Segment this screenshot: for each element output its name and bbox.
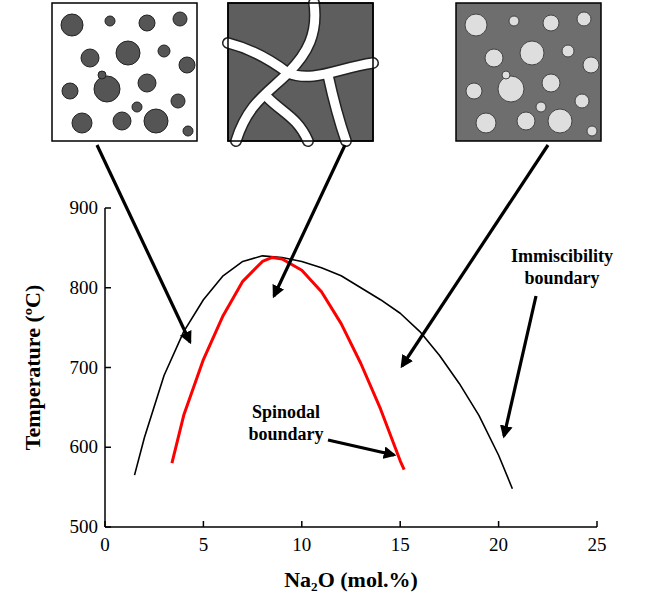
droplet [62,83,78,99]
curve-label-line: boundary [524,268,599,288]
channel-edge [288,3,315,73]
channel-edge [228,43,288,73]
droplet [72,113,92,133]
y-tick-label: 500 [70,516,99,537]
chart: 0 5 10 15 20 25 500 600 700 800 900 Na₂O (mol.%) Tem… [0,0,654,604]
x-tick [596,521,598,527]
droplet [183,126,193,136]
inset-frame [228,3,373,141]
x-tick-label: 15 [391,534,410,555]
y-tick [105,287,111,289]
inset-droplets [52,3,197,141]
x-tick [104,521,106,527]
x-axis-title: Na₂O (mol.%) [284,567,418,592]
channel [268,98,308,141]
droplet [138,74,156,92]
bubble [575,94,589,108]
bubble [548,109,572,133]
bubble [517,112,535,130]
x-tick [301,521,303,527]
y-tick-label: 900 [70,197,99,218]
annotations: ImmiscibilityboundarySpinodalboundary [248,246,613,444]
droplet [132,102,142,112]
y-tick [105,526,111,528]
y-tick [105,207,111,209]
bubble [476,113,496,133]
bubble [562,45,574,57]
droplet [61,14,83,36]
x-tick [399,521,401,527]
x-tick [498,521,500,527]
droplet [105,16,115,26]
arrow [504,296,536,436]
bubble [587,126,597,136]
droplet [158,45,170,57]
inset-frame [228,3,373,141]
boundary-curve [135,256,513,489]
droplet [94,76,120,102]
curve-label-line: Spinodal [252,402,320,422]
bubble [520,41,544,65]
x-tick [203,521,205,527]
inset-bubbles [456,3,601,141]
x-tick-label: 0 [100,534,110,555]
inset-network [228,3,373,141]
x-axis-line [105,526,597,528]
plot-area [135,256,513,489]
droplet [179,57,195,73]
x-tick-label: 25 [588,534,607,555]
y-tick [105,367,111,369]
channel-edge [268,98,308,141]
arrow [328,440,394,455]
x-tick-label: 20 [489,534,508,555]
inset-frame [52,3,197,141]
y-axis-title: Temperature (ºC) [20,285,45,451]
droplet [171,94,185,108]
bubble [542,74,560,92]
bubble [465,14,487,36]
curve-label-line: boundary [248,424,323,444]
y-tick-label: 600 [70,436,99,457]
bubble [536,102,546,112]
channel-edge [328,75,346,141]
bubble [577,12,591,26]
curve-label: Spinodalboundary [248,402,323,444]
boundary-curve [172,257,404,469]
droplet [81,49,99,67]
arrow [274,145,345,296]
bubble [509,16,519,26]
bubble [543,15,559,31]
inset-frame [456,3,601,141]
droplet [98,71,106,79]
bubble [583,57,599,73]
y-tick [105,447,111,449]
bubble [502,71,510,79]
arrow [97,145,190,342]
droplet [139,15,155,31]
droplet [113,112,131,130]
channel [228,43,288,73]
page: {"chart_data": {"type": "line", "x_label… [0,0,654,604]
x-tick-label: 10 [292,534,311,555]
bubble [485,49,503,67]
droplet [144,109,168,133]
y-tick-label: 800 [70,277,99,298]
y-tick-label: 700 [70,357,99,378]
channel [288,3,315,73]
curve-label-line: Immiscibility [511,246,613,266]
droplet [116,41,140,65]
curve-label: Immiscibilityboundary [511,246,613,288]
x-tick-label: 5 [199,534,209,555]
channel [328,75,346,141]
droplet [173,12,187,26]
bubble [466,83,482,99]
bubble [498,76,524,102]
